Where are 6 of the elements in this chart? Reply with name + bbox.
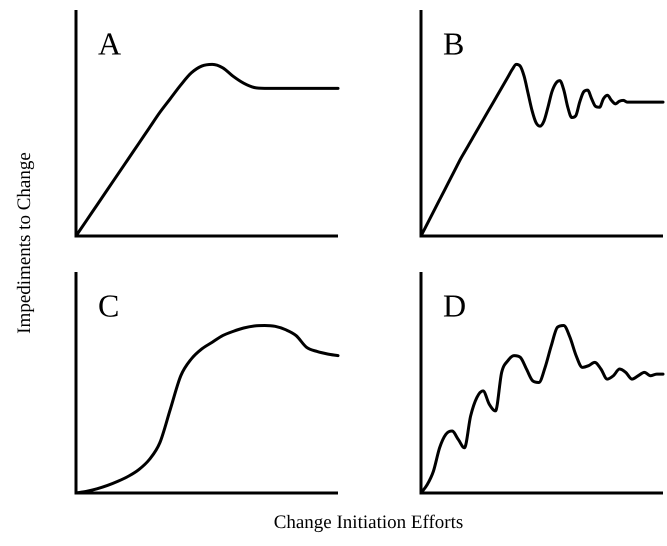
chart-title: C [98, 287, 120, 324]
y-axis-title: Impediments to Change [14, 151, 36, 336]
chart-title: A [98, 25, 122, 62]
chart-title: B [443, 25, 464, 62]
chart-title: D [443, 287, 466, 324]
x-axis-title: Change Initiation Efforts [272, 512, 464, 534]
